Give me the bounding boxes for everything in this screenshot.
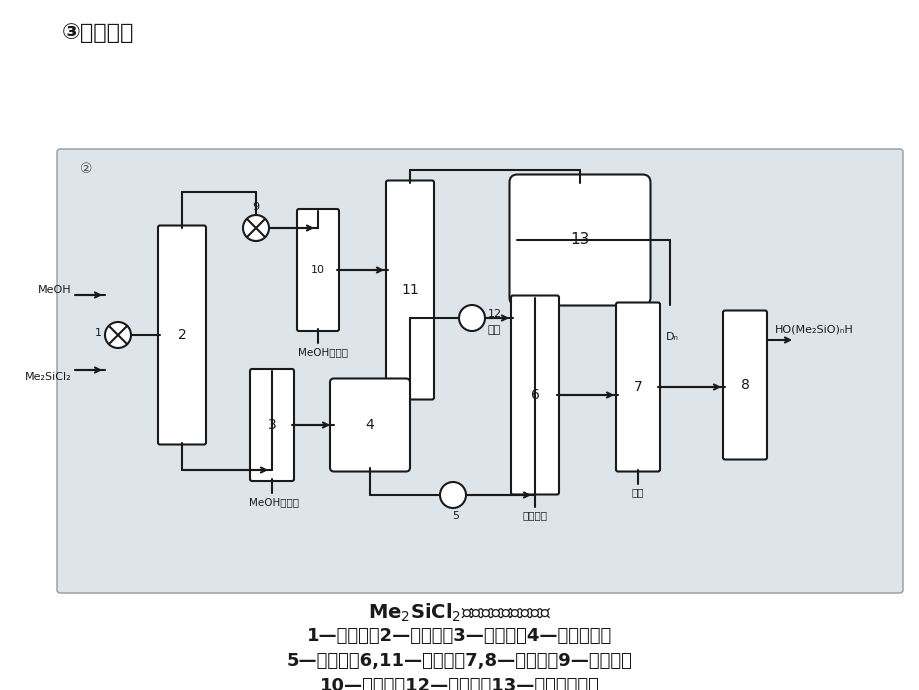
Text: 12: 12 <box>487 309 502 319</box>
Circle shape <box>439 482 466 508</box>
Circle shape <box>105 322 130 348</box>
FancyBboxPatch shape <box>158 226 206 444</box>
Text: 7: 7 <box>633 380 641 394</box>
Text: 2: 2 <box>177 328 187 342</box>
FancyBboxPatch shape <box>250 369 294 481</box>
Text: 6: 6 <box>530 388 539 402</box>
FancyBboxPatch shape <box>510 295 559 495</box>
Circle shape <box>243 215 268 241</box>
Text: 10—洗洤塔；12—压缩机；13—液体氯甲烷罐: 10—洗洤塔；12—压缩机；13—液体氯甲烷罐 <box>320 677 599 690</box>
Text: 5—离心泵；6,11—分馏塔；7,8—净化器；9—冷凝器；: 5—离心泵；6,11—分馏塔；7,8—净化器；9—冷凝器； <box>287 652 632 670</box>
Text: MeOH，酸水: MeOH，酸水 <box>298 347 347 357</box>
Text: Dₙ: Dₙ <box>665 332 678 342</box>
Text: ②: ② <box>80 162 93 176</box>
Text: 4: 4 <box>365 418 374 432</box>
Text: 5: 5 <box>452 511 459 521</box>
Text: Me$_2$SiCl$_2$连续甲醇解制确氧烷: Me$_2$SiCl$_2$连续甲醇解制确氧烷 <box>368 602 551 624</box>
FancyBboxPatch shape <box>57 149 902 593</box>
Text: 11: 11 <box>401 283 418 297</box>
Circle shape <box>459 305 484 331</box>
Text: HO(Me₂SiO)ₙH: HO(Me₂SiO)ₙH <box>774 325 853 335</box>
Text: 10: 10 <box>311 265 324 275</box>
Text: 9: 9 <box>252 202 259 212</box>
Text: MeOH: MeOH <box>39 285 72 295</box>
Text: 酸水: 酸水 <box>631 488 643 497</box>
FancyBboxPatch shape <box>722 310 766 460</box>
Text: Me₂SiCl₂: Me₂SiCl₂ <box>26 372 72 382</box>
Text: 8: 8 <box>740 378 749 392</box>
FancyBboxPatch shape <box>386 181 434 400</box>
Text: 线型产物: 线型产物 <box>522 511 547 520</box>
Text: 3: 3 <box>267 418 276 432</box>
FancyBboxPatch shape <box>297 209 338 331</box>
Text: 环体: 环体 <box>487 325 501 335</box>
FancyBboxPatch shape <box>509 175 650 306</box>
FancyBboxPatch shape <box>616 302 659 471</box>
FancyBboxPatch shape <box>330 379 410 471</box>
Text: ③工艺过程: ③工艺过程 <box>62 23 134 43</box>
Text: 13: 13 <box>570 233 589 248</box>
Text: 1—预热器；2—反应塔；3—分层器；4—确氧烷罐；: 1—预热器；2—反应塔；3—分层器；4—确氧烷罐； <box>307 627 612 645</box>
Text: MeOH，酸水: MeOH，酸水 <box>249 497 299 507</box>
Text: 1: 1 <box>95 328 102 338</box>
